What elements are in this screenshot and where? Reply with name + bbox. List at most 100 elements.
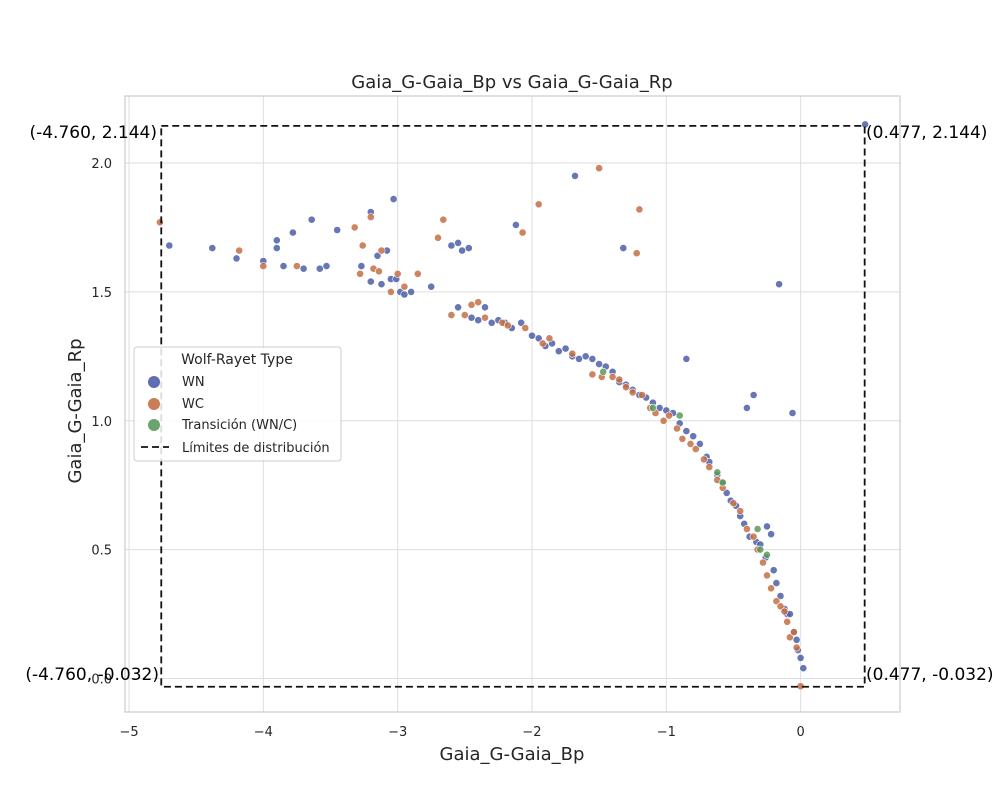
data-point [538, 339, 547, 348]
y-tick-label: 0.0 [91, 672, 112, 687]
data-point [588, 354, 597, 363]
data-point [769, 566, 778, 575]
data-point [682, 427, 691, 435]
data-point [545, 334, 554, 343]
data-point [434, 233, 442, 242]
legend: Wolf-Rayet Type WN WC Transición (WN/C) … [133, 346, 342, 462]
data-point [776, 592, 785, 600]
data-point [460, 311, 469, 319]
data-point [464, 244, 473, 252]
data-point [790, 628, 798, 636]
data-point [517, 318, 526, 327]
data-point [208, 244, 217, 252]
data-point [759, 558, 767, 567]
y-tick-label: 0.5 [91, 544, 112, 559]
data-point [696, 439, 704, 448]
data-point [756, 545, 765, 554]
data-point [622, 383, 630, 392]
data-point [772, 597, 781, 606]
data-point [235, 246, 244, 255]
data-point [767, 584, 775, 593]
data-point [743, 525, 751, 533]
data-point [350, 223, 359, 232]
legend-label-wc: WC [182, 397, 204, 412]
y-tick-label: 1.0 [91, 415, 112, 430]
data-points [155, 120, 869, 691]
data-point [272, 236, 281, 245]
data-point [259, 262, 268, 270]
legend-marker-transition [148, 419, 160, 431]
data-point [487, 318, 496, 327]
data-point [635, 205, 644, 214]
data-point [307, 215, 316, 224]
data-point [595, 360, 603, 368]
corner-label-bottom-left: (-4.760, -0.032) [25, 665, 159, 685]
data-point [729, 499, 738, 508]
data-point [675, 411, 684, 420]
x-tick-label: −3 [388, 725, 407, 740]
data-point [377, 280, 386, 289]
data-point [454, 303, 462, 312]
data-point [772, 579, 781, 587]
data-point [386, 287, 395, 296]
data-point [458, 246, 466, 255]
data-point [503, 321, 512, 330]
x-tick-label: −4 [254, 725, 273, 740]
data-point [528, 331, 536, 340]
x-tick-label: −5 [119, 725, 138, 740]
data-point [799, 664, 808, 673]
data-point [155, 218, 164, 227]
data-point [628, 388, 637, 397]
data-point [534, 200, 543, 209]
data-point [619, 244, 628, 252]
data-point [686, 439, 695, 448]
data-point [373, 251, 382, 260]
corner-label-bottom-right: (0.477, -0.032) [866, 665, 994, 685]
data-point [705, 463, 714, 471]
data-point [518, 228, 527, 237]
data-point [272, 244, 281, 252]
data-point [292, 262, 301, 270]
data-point [691, 445, 700, 453]
data-point [315, 264, 324, 273]
data-point [165, 241, 174, 250]
data-point [632, 249, 641, 258]
data-point [467, 300, 476, 309]
data-point [299, 264, 308, 273]
plot-area-frame [124, 95, 901, 713]
data-point [783, 617, 792, 626]
data-point [678, 434, 687, 443]
data-point [763, 522, 771, 531]
data-point [780, 607, 789, 616]
data-point [718, 478, 727, 487]
data-point [713, 468, 722, 477]
data-point [776, 602, 785, 611]
data-point [792, 635, 801, 644]
legend-title: Wolf-Rayet Type [181, 352, 293, 368]
data-point [775, 280, 783, 289]
data-point [561, 344, 570, 353]
data-point [788, 409, 797, 417]
data-point [796, 654, 805, 662]
data-point [571, 171, 579, 180]
data-point [439, 215, 448, 224]
data-point [358, 241, 367, 250]
data-point [554, 347, 563, 356]
data-point [279, 262, 288, 270]
y-tick-label: 2.0 [91, 157, 112, 172]
data-point [588, 370, 597, 379]
data-point [682, 354, 691, 363]
series-transition [599, 367, 771, 559]
data-point [763, 550, 771, 559]
data-point [665, 411, 673, 420]
data-point [333, 226, 342, 234]
data-point [568, 349, 577, 358]
data-point [749, 391, 758, 399]
data-point [649, 403, 657, 412]
data-point [322, 262, 331, 270]
data-point [447, 241, 456, 250]
legend-marker-wn [148, 376, 160, 388]
data-point [599, 367, 608, 376]
data-point [427, 282, 436, 291]
